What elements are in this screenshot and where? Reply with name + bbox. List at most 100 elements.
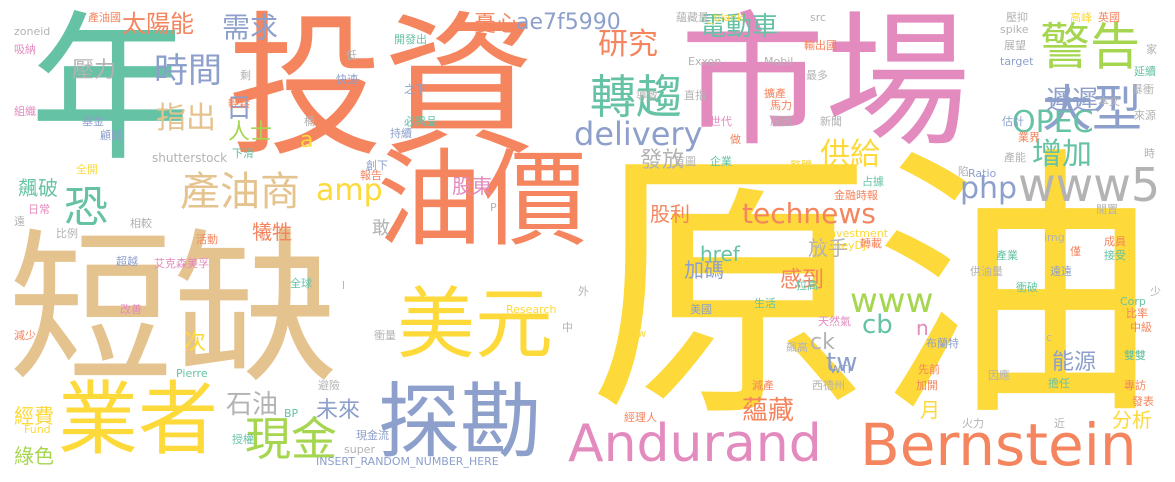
- word-gaishan: 改善: [120, 303, 142, 316]
- word-moneydj: MoneyDJ: [818, 239, 867, 252]
- word-shutterstock: shutterstock: [152, 151, 228, 165]
- word-jinggao: 警告: [1040, 18, 1140, 76]
- word-huodong: 活動: [196, 233, 218, 246]
- word-shao: 少: [1150, 285, 1161, 298]
- word-exxon: Exxon: [688, 55, 722, 68]
- word-zhichu: 指出: [156, 101, 216, 136]
- word-zhongji: 中級: [1130, 321, 1152, 334]
- word-xian: 陷: [958, 165, 969, 178]
- word-yuanyou: 原油: [588, 124, 1158, 456]
- word-yayi: 壓抑: [1006, 11, 1028, 24]
- word-jiakai: 加開: [916, 379, 938, 392]
- word-shouquan: 授權: [232, 433, 254, 446]
- word-amp: amp: [316, 173, 383, 208]
- word-yinying: 因應: [988, 369, 1010, 382]
- word-gudong: 股東: [452, 174, 492, 198]
- word-zuiduo: 最多: [806, 69, 828, 82]
- word-xina: 吸納: [14, 43, 36, 56]
- word-meiyuan: 美元: [397, 280, 554, 370]
- word-taiyangneng: 太陽能: [122, 10, 194, 38]
- word-shuchuguo: 輸出國: [804, 39, 837, 52]
- word-yezhe: 業者: [58, 373, 218, 466]
- word-chongpo: 衝破: [1016, 281, 1038, 294]
- word-shenghuo: 生活: [754, 297, 776, 310]
- word-yingguo: 英國: [1098, 11, 1120, 24]
- word-diandongche: 電動車: [700, 12, 779, 42]
- word-yuncangliang: 蘊藏量: [676, 11, 709, 24]
- word-jia: 家: [1146, 43, 1157, 56]
- word-c: c: [1046, 331, 1053, 344]
- word-chanyoushang: 產油商: [180, 169, 300, 215]
- word-jinrongshibao: 金融時報: [834, 189, 878, 202]
- word-shijian: 時間: [154, 51, 222, 91]
- word-sheng: 剩: [240, 69, 251, 82]
- word-src: src: [810, 11, 827, 24]
- word-opec: OPEC: [1012, 105, 1094, 140]
- word-duanque: 短缺: [8, 214, 338, 406]
- word-xianjinliu: 現金流: [356, 429, 389, 442]
- word-reinvestment: Reinvestment: [812, 227, 889, 240]
- word-wti: WTI: [830, 363, 851, 376]
- word-chanye: 產業: [996, 249, 1018, 262]
- word-fund: Fund: [24, 423, 51, 436]
- word-l: l: [342, 279, 346, 292]
- word-zhengti: 整體: [790, 159, 812, 172]
- word-target: target: [1000, 55, 1034, 68]
- word-spike: spike: [1000, 23, 1029, 36]
- word-zoneid: zoneid: [14, 25, 51, 38]
- word-chaoyue: 超越: [116, 255, 138, 268]
- word-huoli: 火力: [962, 417, 984, 430]
- word-xianjin: 現金: [245, 412, 337, 466]
- word-baochong: 暴衝: [1132, 83, 1154, 96]
- word-img: img: [1044, 231, 1065, 244]
- word-yuncang: 蘊藏: [742, 396, 795, 426]
- word-avw: avw: [624, 327, 647, 340]
- word-research: Research: [506, 303, 557, 316]
- word-bixupin: 必需品: [404, 115, 437, 128]
- word-chanyouguo: 產油國: [88, 11, 121, 24]
- word-fenxi: 分析: [1112, 408, 1152, 432]
- word-jieshou: 接受: [1104, 249, 1126, 262]
- word-fangshou: 放手: [808, 236, 848, 260]
- word-daozhi: 導致: [636, 89, 658, 102]
- word-bilv: 比率: [1126, 307, 1148, 320]
- word-chuangxia: 創下: [366, 159, 388, 172]
- word-youxin: 憂心: [474, 12, 519, 37]
- word-zengjia: 增加: [1032, 137, 1092, 172]
- word-biaopo: 飆破: [18, 176, 58, 200]
- word-yejie: 業界: [1018, 131, 1040, 144]
- word-richang: 日常: [28, 203, 50, 216]
- word-xinwen: 新聞: [820, 115, 842, 128]
- word-tankan: 探勘: [378, 375, 543, 470]
- word-jianchan: 減產: [752, 379, 774, 392]
- word-kuaisu: 快速: [336, 73, 358, 86]
- word-zhuanfang: 專訪: [1124, 379, 1146, 392]
- word-daxing: 大型: [1042, 80, 1142, 138]
- word-fafang: 發放: [640, 148, 685, 173]
- word-jingliren: 經理人: [624, 411, 657, 424]
- word-www5: www5: [1018, 158, 1161, 212]
- word-touzi: 投資: [228, 0, 538, 178]
- word-delivery: delivery: [574, 115, 703, 153]
- word-tianranqi: 天然氣: [818, 315, 851, 328]
- word-zhanwang: 展望: [1004, 39, 1026, 52]
- word-yanxu: 延續: [1134, 65, 1156, 78]
- word-php: php: [960, 171, 1018, 206]
- word-zuo: 做: [730, 133, 741, 146]
- word-mobil: Mobil: [764, 55, 794, 68]
- word-xiangjiao: 相較: [130, 217, 152, 230]
- word-ri: 日: [226, 94, 253, 124]
- word-ratio: Ratio: [968, 167, 997, 180]
- word-zhuanzai: 轉載: [860, 237, 882, 250]
- word-guli: 股利: [650, 202, 690, 226]
- word-yuanyuan: 遠遠: [1050, 265, 1072, 278]
- word-quankai: 全開: [76, 163, 98, 176]
- word-jin: 近: [1054, 417, 1065, 430]
- word-biaogao: 飆高: [786, 341, 808, 354]
- word-href: href: [700, 242, 740, 266]
- word-gongyouliang: 供油量: [970, 265, 1003, 278]
- word-gan: 敢: [372, 218, 390, 239]
- word-guwen: 顧問: [100, 129, 122, 142]
- word-fabiao: 發表: [1132, 395, 1154, 408]
- word-jin2: 僅: [1070, 245, 1081, 258]
